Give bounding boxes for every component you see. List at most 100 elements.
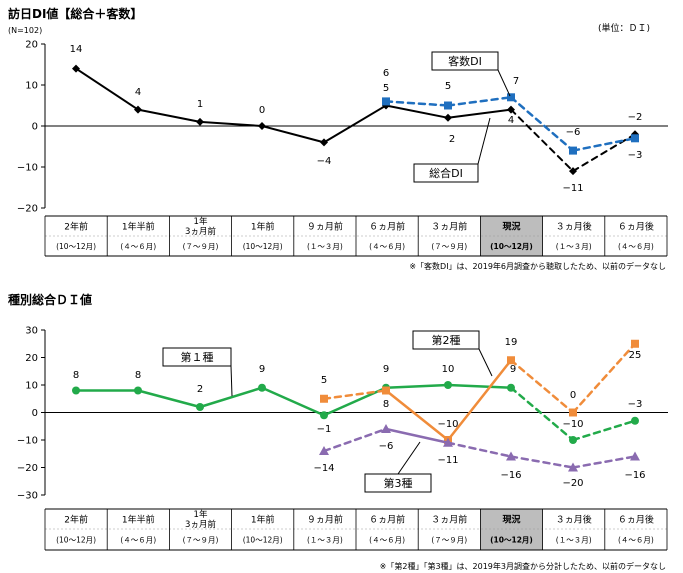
chart1-data-label: 1 [197,99,203,110]
chart2-data-label: 19 [505,337,518,348]
chart1-series-line-segment [137,108,201,123]
chart2-footnote: ※「第2種」「第3種」は、2019年3月調査から分計したため、以前のデータなし [380,561,666,571]
chart2-data-point [631,416,639,425]
chart2-series-line-segment [509,359,575,414]
legend-type1-box [162,347,232,367]
chart1-series-2 [382,93,639,155]
chart1-data-label: −3 [628,150,643,161]
chart2-data-point [506,451,516,461]
chart1-series-line-segment [385,104,449,119]
chart1-series-1 [72,64,639,176]
chart1-y-tick-label: 0 [32,122,38,133]
chart2-data-label: 2 [197,384,203,395]
chart2-series-3 [319,424,640,472]
legend-kyakusu-di-label: 客数DI [448,54,482,68]
chart2-period-label: ３ヵ月前 [431,514,467,526]
chart2-series-2 [320,339,639,444]
chart2-period-sublabel: (10～12月) [490,536,533,545]
legend-type3-box [364,473,432,493]
chart2-period-sublabel: (10～12月) [56,536,96,545]
chart2-series-line-segment [571,419,637,442]
chart1-period-label: ３ヵ月後 [556,221,592,233]
chart1-data-label: −11 [562,183,583,194]
chart1-y-tick-label: 20 [25,40,38,51]
chart1-footnote: ※「客数DI」は、2019年6月調査から聴取したため、以前のデータなし [409,261,666,271]
chart2-period-sublabel: (10～12月) [243,536,283,545]
chart2-title: 種別総合ＤＩ値 [8,292,92,307]
chart2-data-label: 8 [383,399,389,410]
chart1-y-tick-label: −20 [17,204,38,215]
chart2-period-sublabel: (４～６月) [618,536,654,545]
chart2-y-tick-label: 0 [32,408,38,419]
chart2-data-point [630,451,640,461]
chart2-data-label: 0 [570,390,576,401]
chart1-period-label: 1年半前 [122,221,155,233]
chart1-data-label: 4 [135,87,141,98]
chart2-data-label: 10 [442,364,455,375]
chart1-data-label: 6 [383,68,389,79]
chart2-period-sublabel: (７～９月) [183,536,219,545]
chart2-data-label: −10 [562,419,583,430]
chart1-data-label: 2 [449,134,455,145]
chart2-y-tick-label: 20 [25,353,38,364]
chart1-data-label: 14 [70,44,83,55]
chart2-y-tick-label: −20 [17,463,38,474]
chart1-title: 訪日DI値【総合＋客数】 [8,6,142,21]
chart1-series-line-segment [323,104,387,144]
chart2-y-tick-label: −30 [17,491,38,502]
chart2-data-point [569,408,577,417]
chart1-data-point [196,117,204,126]
chart1-series-line-segment [510,108,574,173]
chart1-data-label: 0 [259,105,265,116]
chart1-data-point [258,122,266,130]
chart2-series-line-segment [446,383,513,389]
chart1-y-tick-label: −10 [17,163,38,174]
chart1-data-label: −4 [317,156,332,167]
chart1-data-label: 7 [513,76,519,87]
chart2-data-point [568,462,578,472]
chart2-y-tick-label: 30 [25,326,38,337]
chart1-data-label: 5 [445,81,451,92]
chart1-series-line-segment [199,120,263,127]
chart2-data-label: −11 [437,455,458,466]
chart2-data-point [72,386,80,395]
chart2-data-label: −10 [437,419,458,430]
chart2-period-label: 現況 [502,514,520,526]
chart1-data-label: 4 [508,115,514,126]
chart2-period-sublabel: (１～３月) [307,536,343,545]
chart2-data-label: −16 [500,470,521,481]
chart2-data-point [444,381,452,389]
chart2-data-label: −6 [379,441,394,452]
chart1-period-sublabel: (10～12月) [243,242,283,251]
chart1-series-line-segment [571,137,637,152]
legend-type1-label: 第１種 [181,350,214,364]
chart2-data-point [631,339,639,348]
chart1-data-point [631,134,639,143]
chart1-period-sublabel: (４～６月) [120,242,156,251]
chart2-data-point [196,403,204,411]
chart1-period-sublabel: (10～12月) [56,242,96,251]
chart1-series-line-segment [384,100,450,107]
chart1-series-line-segment [446,96,513,107]
chart2-data-label: 9 [259,364,265,375]
chart2-series-line-segment [198,386,264,409]
chart2-data-label: 5 [321,375,327,386]
chart2-data-point [258,383,266,392]
chart1-period-label: ３ヵ月前 [431,221,467,233]
legend-sougou-di-box [413,163,479,183]
chart2-data-point [320,411,328,420]
chart1-y-tick-label: 10 [25,81,38,92]
chart2-period-label: 3ヵ月前 [185,519,216,530]
chart2-data-point [569,436,577,444]
chart2-data-label: −16 [624,470,645,481]
chart2-series-line-segment [384,389,450,442]
chart2-period-label: 1年 [194,509,208,520]
chart2-data-label: 9 [510,364,516,375]
chart1-series-line-segment [75,67,139,111]
chart2-data-label: −1 [317,424,332,435]
chart2-data-label: −3 [628,399,643,410]
chart1-period-sublabel: (４～６月) [369,242,405,251]
chart2-y-tick-label: 10 [25,381,38,392]
chart1-data-point [382,97,390,106]
chart2-period-sublabel: (４～６月) [369,536,405,545]
